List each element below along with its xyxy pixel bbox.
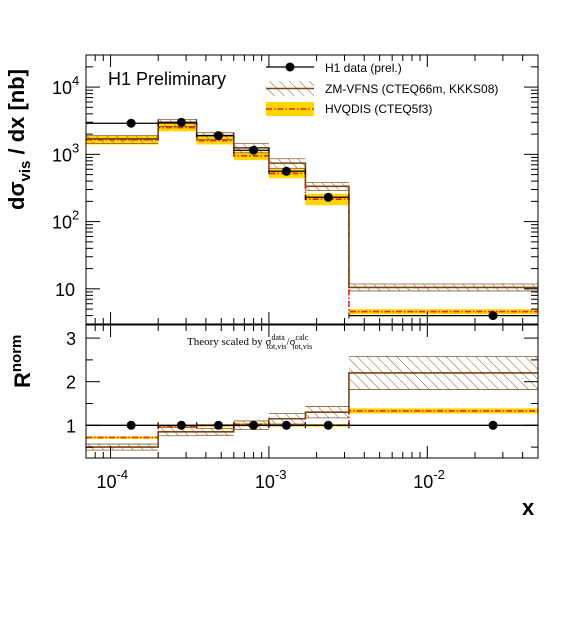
bottom-data-point-5 — [323, 420, 333, 430]
top-y-axis: 10 102 103 104 — [52, 54, 538, 325]
top-y-axis-label: dσvis / dx [nb] — [4, 69, 34, 210]
h1-preliminary-label: H1 Preliminary — [108, 69, 226, 89]
legend-label-zm-vfns: ZM-VFNS (CTEQ66m, KKKS08) — [325, 82, 498, 96]
bottom-data-point-2 — [213, 420, 223, 430]
theory-scaled-note: Theory scaled by σdata tot,vis/σcalc tot,v… — [187, 333, 312, 351]
bottom-data-point-3 — [249, 420, 259, 430]
top-y-tick-label-0: 10 — [55, 280, 75, 300]
top-data-point-1 — [176, 117, 186, 127]
bottom-data-point-1 — [176, 420, 186, 430]
x-tick-label-1: 10-3 — [255, 467, 287, 492]
top-panel: 10 102 103 104 H1 Preliminary dσvis / dx [n… — [4, 54, 539, 325]
bottom-y-tick-label-0: 1 — [66, 416, 76, 436]
legend-entry-hvqdis: HVQDIS (CTEQ5f3) — [266, 102, 432, 116]
legend-marker-data — [285, 62, 295, 72]
top-data-point-4 — [281, 166, 291, 176]
bottom-y-axis-label: Rnorm — [8, 335, 35, 388]
top-y-tick-label-2: 103 — [52, 140, 79, 165]
bottom-panel-frame — [85, 324, 539, 459]
x-tick-label-0: 10-4 — [97, 467, 129, 492]
top-data-point-6 — [488, 311, 498, 321]
legend-entry-h1-data: H1 data (prel.) — [266, 61, 402, 75]
bottom-plot-area — [86, 355, 538, 451]
bottom-hvqdis-band-bin-6 — [348, 408, 538, 414]
top-data-point-3 — [249, 145, 259, 155]
legend-label-hvqdis: HVQDIS (CTEQ5f3) — [325, 102, 432, 116]
top-y-tick-label-1: 102 — [52, 208, 79, 233]
top-zm-vfns-line — [86, 122, 538, 289]
bottom-zm-vfns-band-lower — [86, 389, 538, 451]
bottom-panel: 1 2 3 10-4 10-3 10-2 Theory scaled by σdata t… — [8, 324, 539, 520]
top-data-point-2 — [213, 131, 223, 141]
bottom-data-point-0 — [126, 420, 136, 430]
x-tick-label-2: 10-2 — [413, 467, 445, 492]
bottom-y-tick-label-2: 3 — [66, 329, 76, 349]
legend-label-data: H1 data (prel.) — [325, 61, 402, 75]
bottom-y-axis: 1 2 3 — [66, 329, 538, 448]
bottom-data-point-4 — [281, 420, 291, 430]
x-axis-label: x — [522, 495, 535, 520]
bottom-x-axis: 10-4 10-3 10-2 — [85, 325, 539, 492]
top-hvqdis-line — [86, 126, 538, 313]
legend: H1 data (prel.) ZM-VFNS (CTEQ66m, KKKS08… — [266, 61, 498, 116]
top-data-point-5 — [323, 192, 333, 202]
bottom-data-point-6 — [488, 420, 498, 430]
top-x-axis-ticks — [85, 55, 539, 324]
top-y-tick-label-3: 104 — [52, 73, 79, 98]
top-data-point-0 — [126, 118, 136, 128]
bottom-y-tick-label-1: 2 — [66, 373, 76, 393]
top-hvqdis-band-bin-3 — [233, 151, 269, 161]
top-plot-area — [86, 117, 538, 321]
top-zm-vfns-band-lower — [86, 126, 538, 292]
legend-entry-zm-vfns: ZM-VFNS (CTEQ66m, KKKS08) — [266, 81, 498, 96]
